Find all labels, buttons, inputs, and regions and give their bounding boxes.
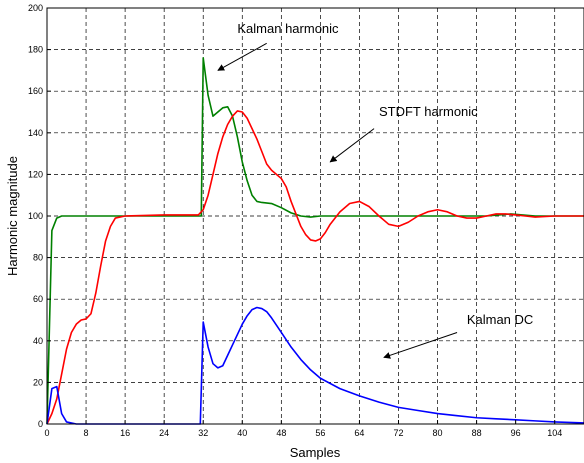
- series-layer: [46, 57, 584, 425]
- ticks: 0 8 16 24 32 40 48 56 64 72 80 88 96 104 0 20 40 60 80 100 1…: [28, 3, 562, 438]
- annotation-arrow-3: [383, 332, 458, 359]
- y-tick-label: 40: [33, 336, 43, 346]
- y-tick-label: 160: [28, 86, 43, 96]
- x-tick-label: 88: [472, 428, 482, 438]
- x-tick-label: 16: [120, 428, 130, 438]
- y-tick-label: 100: [28, 211, 43, 221]
- series-line-3: [46, 306, 584, 425]
- y-tick-label: 60: [33, 294, 43, 304]
- y-tick-label: 140: [28, 128, 43, 138]
- y-tick-label: 200: [28, 3, 43, 13]
- annotation-label-1: Kalman harmonic: [237, 21, 339, 36]
- x-tick-label: 0: [44, 428, 49, 438]
- x-tick-label: 56: [315, 428, 325, 438]
- annotation-label-2: STDFT harmonic: [379, 104, 478, 119]
- annotation-arrow-1: [217, 42, 267, 71]
- series-line-1: [46, 57, 584, 425]
- y-tick-label: 20: [33, 377, 43, 387]
- y-axis-label: Harmonic magnitude: [5, 156, 20, 276]
- series-line-2: [46, 110, 584, 425]
- annotation-label-3: Kalman DC: [467, 312, 533, 327]
- x-tick-label: 80: [433, 428, 443, 438]
- x-tick-label: 96: [511, 428, 521, 438]
- x-axis-label: Samples: [290, 445, 341, 460]
- x-tick-label: 64: [354, 428, 364, 438]
- y-tick-label: 180: [28, 45, 43, 55]
- x-tick-label: 72: [393, 428, 403, 438]
- y-tick-label: 80: [33, 253, 43, 263]
- x-tick-label: 104: [547, 428, 562, 438]
- annotations: Kalman harmonic STDFT harmonic Kalman DC: [217, 21, 533, 359]
- x-tick-label: 48: [276, 428, 286, 438]
- x-tick-label: 8: [84, 428, 89, 438]
- y-tick-label: 120: [28, 169, 43, 179]
- x-tick-label: 24: [159, 428, 169, 438]
- x-tick-label: 32: [198, 428, 208, 438]
- x-tick-label: 40: [237, 428, 247, 438]
- annotation-arrow-2: [329, 128, 375, 163]
- y-tick-label: 0: [38, 419, 43, 429]
